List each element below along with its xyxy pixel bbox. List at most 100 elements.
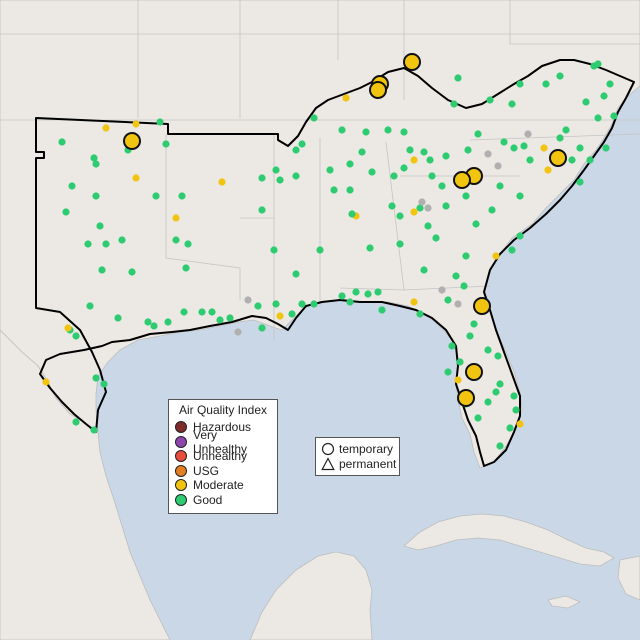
station-marker[interactable]	[100, 380, 108, 388]
station-marker[interactable]	[500, 138, 508, 146]
station-marker[interactable]	[516, 232, 524, 240]
station-marker[interactable]	[576, 144, 584, 152]
station-marker[interactable]	[362, 128, 370, 136]
station-marker[interactable]	[90, 154, 98, 162]
station-marker[interactable]	[524, 130, 532, 138]
station-marker[interactable]	[346, 160, 354, 168]
station-marker[interactable]	[72, 418, 80, 426]
station-marker[interactable]	[310, 114, 318, 122]
station-marker[interactable]	[492, 388, 500, 396]
station-marker[interactable]	[424, 222, 432, 230]
station-marker[interactable]	[388, 202, 396, 210]
station-marker[interactable]	[102, 240, 110, 248]
station-marker[interactable]	[198, 308, 206, 316]
station-marker[interactable]	[410, 156, 418, 164]
station-marker[interactable]	[520, 142, 528, 150]
station-marker[interactable]	[494, 352, 502, 360]
station-marker[interactable]	[496, 182, 504, 190]
station-marker[interactable]	[326, 166, 334, 174]
station-marker[interactable]	[218, 178, 226, 186]
station-marker[interactable]	[444, 368, 452, 376]
station-marker[interactable]	[432, 234, 440, 242]
station-marker[interactable]	[364, 290, 372, 298]
station-marker[interactable]	[542, 80, 550, 88]
station-marker[interactable]	[442, 202, 450, 210]
station-marker[interactable]	[486, 96, 494, 104]
station-marker[interactable]	[62, 208, 70, 216]
station-marker[interactable]	[310, 300, 318, 308]
station-marker[interactable]	[420, 148, 428, 156]
station-marker[interactable]	[466, 332, 474, 340]
station-marker[interactable]	[338, 292, 346, 300]
station-marker[interactable]	[114, 314, 122, 322]
station-marker[interactable]	[516, 80, 524, 88]
station-marker[interactable]	[184, 240, 192, 248]
station-marker[interactable]	[442, 152, 450, 160]
station-marker[interactable]	[276, 176, 284, 184]
station-marker[interactable]	[298, 140, 306, 148]
station-marker[interactable]	[178, 192, 186, 200]
station-marker[interactable]	[396, 240, 404, 248]
station-marker[interactable]	[602, 144, 610, 152]
station-marker[interactable]	[496, 442, 504, 450]
station-marker[interactable]	[298, 300, 306, 308]
station-marker[interactable]	[272, 300, 280, 308]
station-marker[interactable]	[346, 186, 354, 194]
station-marker[interactable]	[556, 134, 564, 142]
station-marker[interactable]	[72, 332, 80, 340]
station-marker[interactable]	[156, 118, 164, 126]
station-marker[interactable]	[258, 206, 266, 214]
station-marker[interactable]	[132, 120, 140, 128]
station-marker[interactable]	[132, 174, 140, 182]
station-marker[interactable]	[508, 100, 516, 108]
temporary-station-marker[interactable]	[369, 81, 387, 99]
station-marker[interactable]	[506, 424, 514, 432]
station-marker[interactable]	[244, 296, 252, 304]
station-marker[interactable]	[208, 308, 216, 316]
station-marker[interactable]	[258, 324, 266, 332]
station-marker[interactable]	[342, 94, 350, 102]
station-marker[interactable]	[444, 296, 452, 304]
temporary-station-marker[interactable]	[123, 132, 141, 150]
station-marker[interactable]	[128, 268, 136, 276]
station-marker[interactable]	[410, 208, 418, 216]
station-marker[interactable]	[484, 150, 492, 158]
station-marker[interactable]	[492, 252, 500, 260]
station-marker[interactable]	[556, 72, 564, 80]
station-marker[interactable]	[420, 266, 428, 274]
station-marker[interactable]	[234, 328, 242, 336]
station-marker[interactable]	[152, 192, 160, 200]
station-marker[interactable]	[516, 420, 524, 428]
station-marker[interactable]	[610, 112, 618, 120]
station-marker[interactable]	[410, 298, 418, 306]
temporary-station-marker[interactable]	[473, 297, 491, 315]
station-marker[interactable]	[510, 392, 518, 400]
station-marker[interactable]	[606, 80, 614, 88]
station-marker[interactable]	[484, 398, 492, 406]
station-marker[interactable]	[594, 114, 602, 122]
station-marker[interactable]	[96, 222, 104, 230]
station-marker[interactable]	[346, 298, 354, 306]
station-marker[interactable]	[118, 236, 126, 244]
station-marker[interactable]	[526, 156, 534, 164]
station-marker[interactable]	[454, 300, 462, 308]
station-marker[interactable]	[582, 98, 590, 106]
station-marker[interactable]	[64, 324, 72, 332]
station-marker[interactable]	[450, 100, 458, 108]
temporary-station-marker[interactable]	[453, 171, 471, 189]
station-marker[interactable]	[92, 160, 100, 168]
temporary-station-marker[interactable]	[457, 389, 475, 407]
station-marker[interactable]	[86, 302, 94, 310]
station-marker[interactable]	[426, 156, 434, 164]
station-marker[interactable]	[254, 302, 262, 310]
station-marker[interactable]	[226, 314, 234, 322]
station-marker[interactable]	[378, 306, 386, 314]
station-marker[interactable]	[544, 166, 552, 174]
station-marker[interactable]	[102, 124, 110, 132]
station-marker[interactable]	[562, 126, 570, 134]
station-marker[interactable]	[484, 346, 492, 354]
station-marker[interactable]	[576, 178, 584, 186]
station-marker[interactable]	[470, 320, 478, 328]
station-marker[interactable]	[292, 146, 300, 154]
station-marker[interactable]	[180, 308, 188, 316]
